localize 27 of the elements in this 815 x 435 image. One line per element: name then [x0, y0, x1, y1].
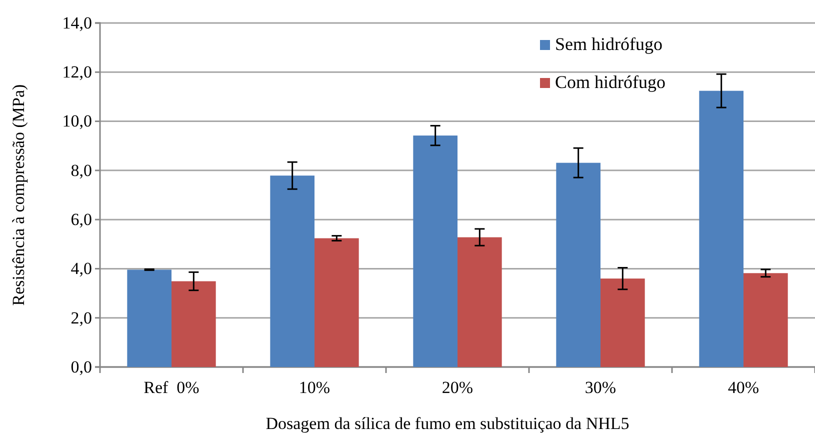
bar [413, 136, 458, 367]
x-tick-label: Ref 0% [144, 378, 200, 398]
y-tick-label: 14,0 [62, 13, 92, 32]
bar [172, 281, 216, 367]
bar [314, 238, 359, 367]
y-tick-label: 0,0 [70, 357, 92, 376]
x-tick-label: 40% [728, 378, 760, 398]
y-tick-label: 4,0 [70, 259, 92, 278]
legend-label: Com hidrófugo [555, 72, 666, 92]
y-tick-label: 8,0 [70, 160, 92, 180]
bar [600, 278, 645, 367]
x-tick-label: 20% [442, 378, 474, 398]
bar [270, 176, 314, 367]
bar [127, 270, 172, 367]
y-axis-title: Resistência à compressão (MPa) [9, 84, 28, 306]
y-tick-label: 10,0 [62, 112, 92, 131]
bar [556, 162, 600, 367]
x-tick-label: 10% [298, 378, 330, 398]
y-tick-label: 12,0 [62, 62, 92, 82]
bar [699, 90, 744, 367]
legend-label: Sem hidrófugo [555, 34, 662, 54]
x-tick-label: 30% [584, 378, 616, 398]
y-tick-label: 2,0 [70, 308, 92, 328]
x-axis-title: Dosagem da sílica de fumo em substituiçao da NHL5 [266, 414, 630, 433]
bar [744, 273, 788, 367]
y-tick-label: 6,0 [70, 210, 92, 230]
bar [458, 237, 502, 367]
